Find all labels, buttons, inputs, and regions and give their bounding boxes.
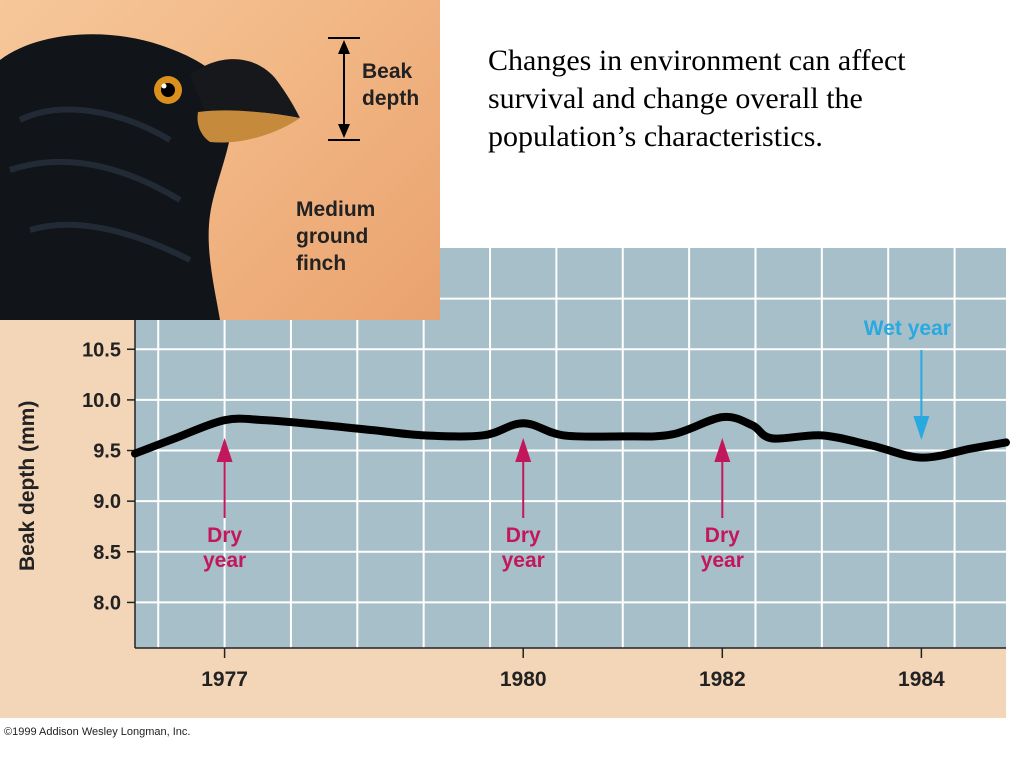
headline-text: Changes in environment can affect surviv… <box>488 44 906 153</box>
y-tick-label: 9.0 <box>93 491 121 513</box>
finch-upper-beak <box>190 59 300 118</box>
dry-year-arrowhead <box>216 438 233 462</box>
finch-head-illustration <box>0 34 360 320</box>
wet-year-label: Wet year <box>863 317 951 340</box>
x-tick-label: 1977 <box>201 668 248 691</box>
y-tick-label: 8.0 <box>93 592 121 614</box>
dry-year-label: Dry year <box>501 524 545 572</box>
dry-year-label: Dry year <box>202 524 247 572</box>
beak-depth-label: Beak depth <box>362 60 420 110</box>
x-tick-label: 1982 <box>699 668 746 691</box>
y-axis-label: Beak depth (mm) <box>16 401 39 571</box>
finch-species-label: Medium ground finch <box>296 198 376 275</box>
dry-year-arrowhead <box>714 438 731 462</box>
copyright-notice: ©1999 Addison Wesley Longman, Inc. <box>4 726 191 738</box>
finch-illustration-panel: Beak depth Medium ground finch <box>0 0 440 320</box>
finch-body <box>0 34 233 320</box>
beak-depth-series-line <box>131 412 1010 462</box>
dry-year-arrowhead <box>515 438 532 462</box>
dry-year-label: Dry year <box>700 524 744 572</box>
y-tick-label: 10.0 <box>82 390 121 412</box>
y-tick-label: 8.5 <box>93 542 121 564</box>
x-tick-label: 1984 <box>898 668 945 691</box>
y-tick-label: 10.5 <box>82 339 121 361</box>
wet-year-arrowhead <box>913 416 930 440</box>
finch-feather-sheen <box>9 106 192 263</box>
x-tick-label: 1980 <box>500 668 547 691</box>
finch-lower-beak <box>197 110 300 143</box>
y-tick-label: 9.5 <box>93 441 121 463</box>
